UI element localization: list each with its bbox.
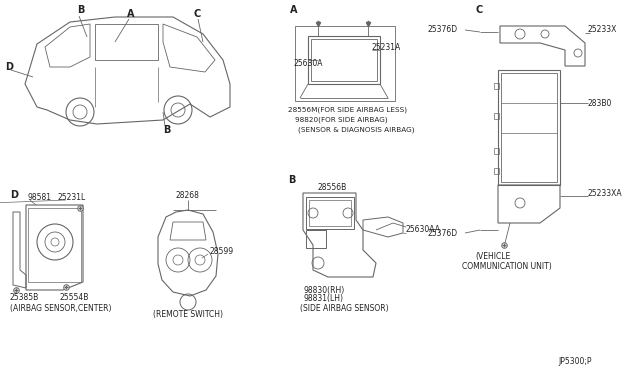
Bar [309,200,351,226]
Text: 28599: 28599 [210,247,234,257]
Text: 25376D: 25376D [428,228,458,237]
Text: (SIDE AIRBAG SENSOR): (SIDE AIRBAG SENSOR) [300,305,388,314]
Text: 28556M(FOR SIDE AIRBAG LESS): 28556M(FOR SIDE AIRBAG LESS) [288,107,407,113]
Text: 28556B: 28556B [318,183,348,192]
Text: 28268: 28268 [176,190,200,199]
Text: B: B [77,5,84,15]
Text: (SENSOR & DIAGNOSIS AIRBAG): (SENSOR & DIAGNOSIS AIRBAG) [298,127,415,133]
Bar [494,168,499,174]
Text: 25385B: 25385B [10,294,39,302]
Text: 98581: 98581 [28,193,52,202]
Text: D: D [5,62,13,72]
Text: D: D [10,190,18,200]
Text: A: A [290,5,298,15]
Bar [295,26,395,101]
Text: 25630AA: 25630AA [406,225,441,234]
Text: 98831(LH): 98831(LH) [303,295,343,304]
Text: 25233XA: 25233XA [588,189,623,198]
Text: 283B0: 283B0 [588,99,612,108]
Text: 25233X: 25233X [588,26,618,35]
Text: (REMOTE SWITCH): (REMOTE SWITCH) [153,310,223,318]
Text: C: C [475,5,483,15]
Bar [494,83,499,89]
Text: COMMUNICATION UNIT): COMMUNICATION UNIT) [462,262,552,270]
Text: C: C [193,9,200,19]
Bar [28,208,81,282]
Bar [306,197,354,229]
Text: B: B [163,125,170,135]
Text: JP5300;P: JP5300;P [558,357,591,366]
Text: 25376D: 25376D [428,26,458,35]
Text: 25231A: 25231A [372,44,401,52]
Text: (VEHICLE: (VEHICLE [475,251,510,260]
Text: (AIRBAG SENSOR,CENTER): (AIRBAG SENSOR,CENTER) [10,304,111,312]
Bar [311,39,377,81]
Text: 98830(RH): 98830(RH) [303,285,344,295]
Text: 25231L: 25231L [58,193,86,202]
Text: A: A [127,9,134,19]
Bar [498,70,560,185]
Text: 25554B: 25554B [60,294,90,302]
Text: B: B [288,175,296,185]
Bar [306,230,326,248]
Text: 98820(FOR SIDE AIRBAG): 98820(FOR SIDE AIRBAG) [295,117,388,123]
Bar [308,36,380,84]
Bar [501,73,557,182]
Bar [494,148,499,154]
Bar [494,113,499,119]
Text: 25630A: 25630A [293,58,323,67]
